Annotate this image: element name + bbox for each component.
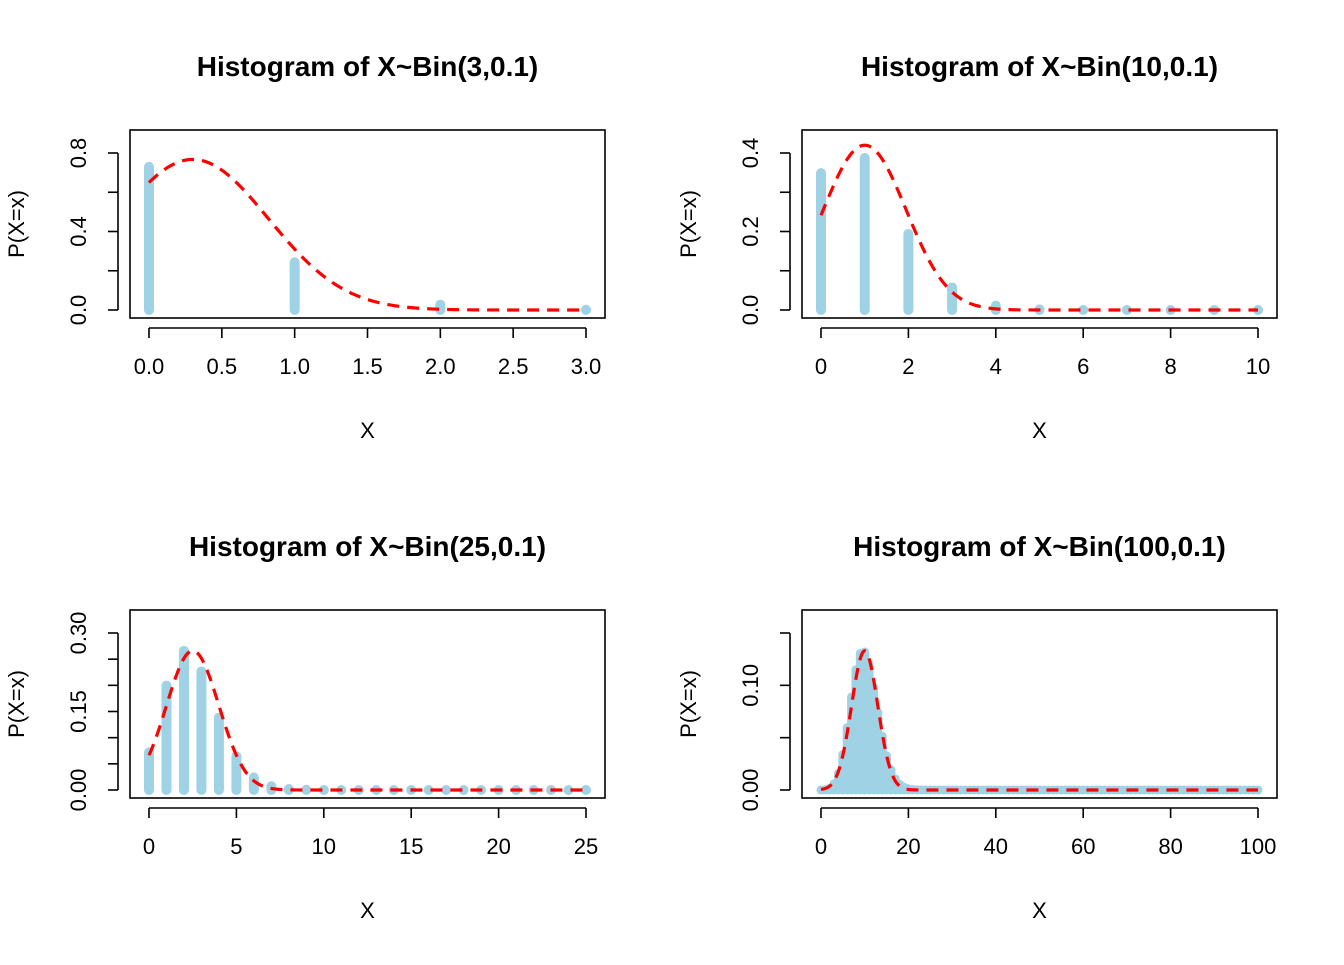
x-tick-label: 80 (1158, 834, 1182, 859)
x-tick-label: 0 (143, 834, 155, 859)
x-tick-label: 20 (486, 834, 510, 859)
x-axis-label: X (360, 898, 375, 923)
chart-title: Histogram of X~Bin(10,0.1) (861, 51, 1218, 82)
panel-4: 0 20 40 60 80 100 0.00 0.10 Histogram of X~Bin(1… (676, 531, 1278, 923)
y-axis-label: P(X=x) (676, 190, 701, 258)
x-tick-label: 5 (230, 834, 242, 859)
bars (816, 647, 1263, 795)
normal-curve-line (147, 157, 586, 312)
bars (816, 152, 1263, 315)
y-tick-label: 0.00 (738, 769, 763, 812)
x-tick-label: 6 (1077, 354, 1089, 379)
y-tick-label: 0.2 (738, 216, 763, 247)
y-tick-label: 0.30 (66, 612, 91, 655)
plot-frame (129, 129, 606, 319)
bars (144, 645, 591, 795)
y-tick-label: 0.0 (738, 295, 763, 326)
x-tick-label: 2.5 (498, 354, 529, 379)
chart-title: Histogram of X~Bin(25,0.1) (189, 531, 546, 562)
normal-curve-line (819, 143, 1258, 312)
x-tick-label: 10 (312, 834, 336, 859)
plot-frame (801, 609, 1278, 799)
x-tick-label: 3.0 (571, 354, 602, 379)
panel-2: 0 2 4 6 8 10 0.0 0.2 0.4 Histogram of X~Bin(10,0.… (676, 51, 1278, 443)
bars (144, 161, 591, 315)
x-tick-label: 0 (815, 354, 827, 379)
x-tick-label: 2.0 (425, 354, 456, 379)
y-tick-label: 0.00 (66, 769, 91, 812)
x-tick-label: 1.0 (279, 354, 310, 379)
x-tick-label: 8 (1164, 354, 1176, 379)
y-axis-label: P(X=x) (4, 190, 29, 258)
x-tick-label: 1.5 (352, 354, 383, 379)
normal-curve-line (147, 649, 586, 792)
x-tick-label: 10 (1246, 354, 1270, 379)
y-tick-label: 0.4 (738, 138, 763, 169)
plot-frame (801, 129, 1278, 319)
x-tick-label: 4 (990, 354, 1002, 379)
y-tick-label: 0.4 (66, 216, 91, 247)
x-tick-label: 0.5 (207, 354, 238, 379)
x-tick-label: 25 (574, 834, 598, 859)
y-axis-label: P(X=x) (676, 670, 701, 738)
y-tick-label: 0.10 (738, 664, 763, 707)
chart-title: Histogram of X~Bin(3,0.1) (197, 51, 539, 82)
normal-curve-line (820, 648, 1258, 792)
x-tick-label: 2 (902, 354, 914, 379)
panel-3: 0 5 10 15 20 25 0.00 0.15 0.30 Histogram of X~Bin… (4, 531, 606, 923)
x-tick-label: 60 (1071, 834, 1095, 859)
y-axis-label: P(X=x) (4, 670, 29, 738)
y-tick-label: 0.0 (66, 295, 91, 326)
x-tick-label: 40 (984, 834, 1008, 859)
x-tick-label: 100 (1240, 834, 1277, 859)
x-axis-label: X (1032, 418, 1047, 443)
x-axis-label: X (1032, 898, 1047, 923)
y-tick-label: 0.8 (66, 138, 91, 169)
x-axis-label: X (360, 418, 375, 443)
chart-title: Histogram of X~Bin(100,0.1) (853, 531, 1226, 562)
x-tick-label: 20 (896, 834, 920, 859)
panel-1: 0.0 0.5 1.0 1.5 2.0 2.5 3.0 0.0 0.4 0.8 Histogram … (4, 51, 606, 443)
x-tick-label: 0 (815, 834, 827, 859)
x-tick-label: 15 (399, 834, 423, 859)
y-tick-label: 0.15 (66, 690, 91, 733)
plot-frame (129, 609, 606, 799)
x-tick-label: 0.0 (134, 354, 165, 379)
